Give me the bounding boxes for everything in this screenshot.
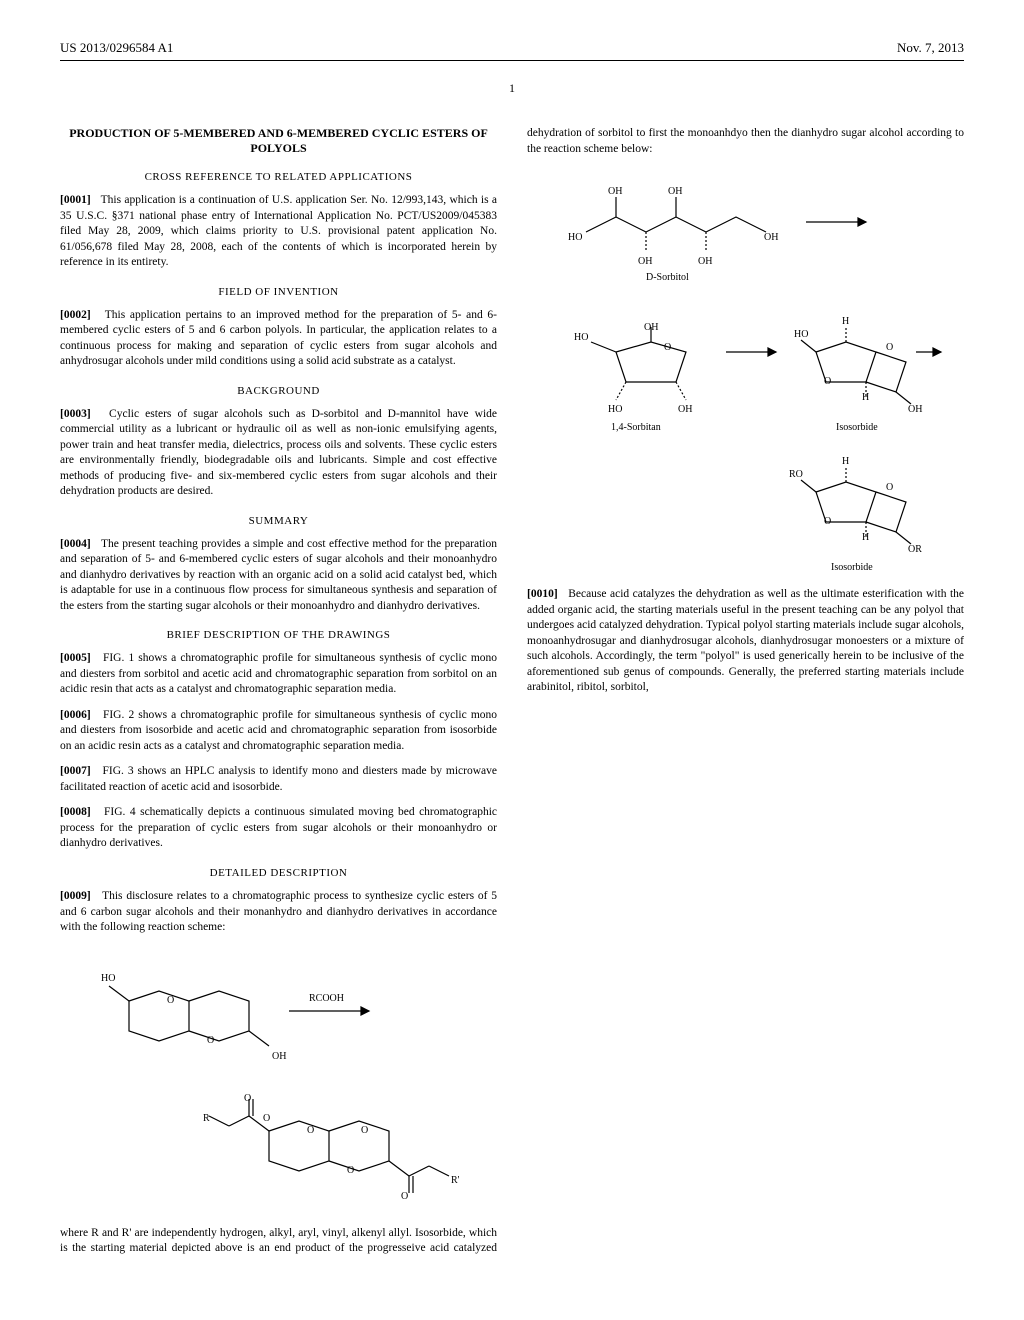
summary-heading: SUMMARY [60, 515, 497, 527]
summary-para: [0004] The present teaching provides a s… [60, 537, 497, 615]
label-o: O [886, 482, 893, 493]
field-heading: FIELD OF INVENTION [60, 286, 497, 298]
label-ho: HO [101, 973, 115, 984]
reaction-scheme-1: HO O O OH RCOOH O R O O O O O R' [89, 951, 469, 1211]
document-title: PRODUCTION OF 5-MEMBERED AND 6-MEMBERED … [60, 126, 497, 156]
para-number: [0002] [60, 309, 91, 321]
label-ho: HO [794, 329, 808, 340]
para-number: [0001] [60, 194, 91, 206]
label-oh: OH [272, 1051, 286, 1062]
patent-date: Nov. 7, 2013 [897, 40, 964, 56]
label-o: O [167, 995, 174, 1006]
label-sorbitan: 1,4-Sorbitan [611, 422, 661, 433]
label-o: O [361, 1125, 368, 1136]
label-o: O [347, 1165, 354, 1176]
label-ho: HO [568, 232, 582, 243]
label-oh: OH [698, 256, 712, 267]
label-r: R [203, 1113, 210, 1124]
para-number: [0005] [60, 652, 91, 664]
cross-ref-para: [0001] This application is a continuatio… [60, 193, 497, 271]
label-o: O [244, 1093, 251, 1104]
para-text: FIG. 3 shows an HPLC analysis to identif… [60, 765, 497, 793]
patent-number: US 2013/0296584 A1 [60, 40, 173, 56]
detailed-para-2: [0010] Because acid catalyzes the dehydr… [527, 587, 964, 696]
detailed-heading: DETAILED DESCRIPTION [60, 867, 497, 879]
label-ho: HO [608, 404, 622, 415]
para-number: [0007] [60, 765, 91, 777]
para-number: [0003] [60, 408, 91, 420]
label-o: O [824, 376, 831, 387]
drawings-para-1: [0005] FIG. 1 shows a chromatographic pr… [60, 651, 497, 698]
label-o: O [263, 1113, 270, 1124]
para-text: FIG. 2 shows a chromatographic profile f… [60, 709, 497, 752]
para-text: This application is a continuation of U.… [60, 194, 497, 268]
para-number: [0010] [527, 588, 558, 600]
label-h: H [842, 456, 849, 467]
label-o: O [886, 342, 893, 353]
label-or: OR [908, 544, 922, 555]
label-rcooh: RCOOH [309, 993, 344, 1004]
para-text: FIG. 4 schematically depicts a continuou… [60, 806, 497, 849]
label-oh: OH [668, 186, 682, 197]
para-text: The present teaching provides a simple a… [60, 538, 497, 612]
label-o: O [824, 516, 831, 527]
label-isosorbide: Isosorbide [836, 422, 878, 433]
field-para: [0002] This application pertains to an i… [60, 308, 497, 370]
para-number: [0004] [60, 538, 91, 550]
para-text: Cyclic esters of sugar alcohols such as … [60, 408, 497, 498]
label-oh: OH [764, 232, 778, 243]
para-number: [0006] [60, 709, 91, 721]
background-heading: BACKGROUND [60, 385, 497, 397]
drawings-para-3: [0007] FIG. 3 shows an HPLC analysis to … [60, 764, 497, 795]
label-oh: OH [678, 404, 692, 415]
para-number: [0008] [60, 806, 91, 818]
para-text: FIG. 1 shows a chromatographic profile f… [60, 652, 497, 695]
label-h: H [842, 316, 849, 327]
label-o: O [207, 1035, 214, 1046]
label-o: O [664, 342, 671, 353]
label-d-sorbitol: D-Sorbitol [646, 272, 689, 283]
background-para: [0003] Cyclic esters of sugar alcohols s… [60, 407, 497, 500]
label-oh: OH [908, 404, 922, 415]
detailed-para-1: [0009] This disclosure relates to a chro… [60, 889, 497, 936]
drawings-para-4: [0008] FIG. 4 schematically depicts a co… [60, 805, 497, 852]
label-oh: OH [644, 322, 658, 333]
label-ro: RO [789, 469, 803, 480]
patent-header: US 2013/0296584 A1 Nov. 7, 2013 [60, 40, 964, 61]
label-o: O [307, 1125, 314, 1136]
drawings-para-2: [0006] FIG. 2 shows a chromatographic pr… [60, 708, 497, 755]
label-oh: OH [608, 186, 622, 197]
label-h: H [862, 392, 869, 403]
reaction-scheme-2: OH OH HO OH OH OH D-Sorbitol HO OH O HO … [546, 172, 946, 572]
para-text: Because acid catalyzes the dehydration a… [527, 588, 964, 693]
drawings-heading: BRIEF DESCRIPTION OF THE DRAWINGS [60, 629, 497, 641]
label-isosorbide-esters: Isosorbide [831, 562, 873, 572]
cross-ref-heading: CROSS REFERENCE TO RELATED APPLICATIONS [60, 171, 497, 183]
para-number: [0009] [60, 890, 91, 902]
label-oh: OH [638, 256, 652, 267]
label-h: H [862, 532, 869, 543]
page-number: 1 [60, 81, 964, 96]
para-text: This application pertains to an improved… [60, 309, 497, 368]
label-ho: HO [574, 332, 588, 343]
para-text: This disclosure relates to a chromatogra… [60, 890, 497, 933]
label-r-prime: R' [451, 1175, 460, 1186]
label-o: O [401, 1191, 408, 1202]
